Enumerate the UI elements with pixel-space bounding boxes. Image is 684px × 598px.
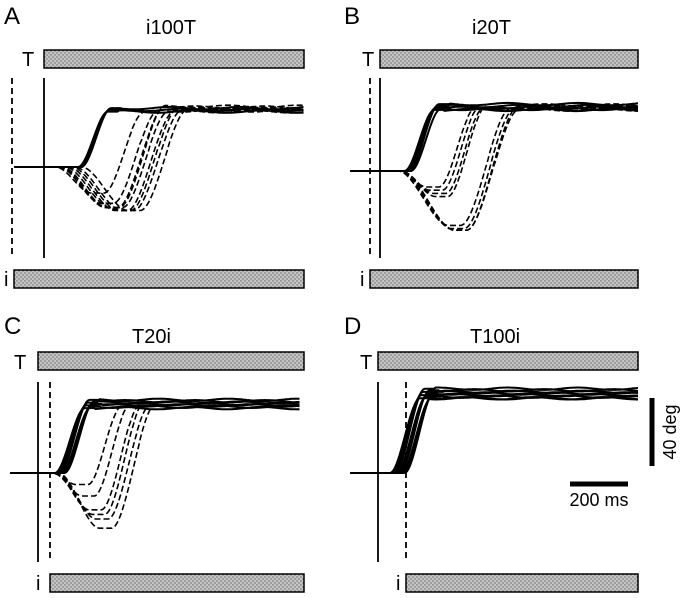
panel-d-target-bar-label: T — [360, 352, 372, 374]
panel-c: C T20i T i — [4, 313, 305, 595]
panel-a-letter: A — [4, 3, 20, 30]
panel-c-target-bar — [37, 351, 305, 371]
solid-trace — [350, 394, 638, 474]
solid-trace — [350, 391, 639, 474]
panel-a-inhibitory-bar — [13, 269, 305, 289]
horizontal-scale-label: 200 ms — [569, 490, 628, 510]
panel-d-title: T100i — [470, 326, 520, 348]
panel-c-letter: C — [4, 313, 21, 340]
solid-trace — [350, 396, 638, 474]
solid-trace — [10, 405, 300, 474]
dashed-trace — [350, 107, 638, 231]
dashed-trace — [350, 103, 639, 231]
panel-a-target-bar-label: T — [22, 49, 34, 71]
solid-trace — [10, 403, 300, 474]
solid-trace — [350, 388, 639, 474]
panel-b-inhibitory-bar — [369, 269, 639, 289]
solid-trace — [10, 404, 300, 474]
vertical-scale-label: 40 deg — [660, 404, 680, 459]
dashed-trace — [14, 109, 304, 212]
panel-a-traces — [14, 104, 304, 212]
dashed-trace — [10, 401, 300, 530]
panel-a-target-bar — [43, 49, 305, 69]
panel-b-traces — [350, 101, 639, 231]
panel-a: A i100T T i — [4, 3, 305, 291]
panel-c-title: T20i — [132, 326, 171, 348]
panel-c-inhibitory-bar-label: i — [36, 573, 40, 595]
panel-a-title: i100T — [146, 17, 196, 39]
panel-b-letter: B — [344, 3, 360, 30]
panel-d-letter: D — [344, 313, 361, 340]
panel-c-target-bar-label: T — [14, 352, 26, 374]
solid-trace — [350, 389, 639, 474]
dashed-trace — [10, 400, 300, 511]
solid-trace — [350, 389, 639, 474]
dashed-trace — [350, 107, 639, 188]
panel-b-target-bar — [379, 49, 639, 69]
panel-b-title: i20T — [472, 17, 511, 39]
solid-trace — [350, 392, 639, 474]
solid-trace — [350, 386, 639, 474]
solid-trace — [10, 400, 300, 474]
panel-d: D T100i T i 40 deg 200 ms — [344, 313, 680, 595]
panel-c-traces — [10, 397, 300, 530]
panel-b-inhibitory-bar-label: i — [360, 269, 364, 291]
panel-b: B i20T T i — [344, 3, 639, 291]
dashed-trace — [10, 404, 300, 520]
panel-d-target-bar — [377, 351, 639, 371]
solid-trace — [350, 392, 639, 474]
dashed-trace — [350, 104, 639, 195]
panel-c-inhibitory-bar — [49, 573, 305, 593]
panel-d-inhibitory-bar-label: i — [396, 573, 400, 595]
dashed-trace — [350, 105, 639, 230]
panel-a-inhibitory-bar-label: i — [4, 269, 8, 291]
solid-trace — [10, 401, 300, 474]
dashed-trace — [14, 107, 304, 212]
panel-b-target-bar-label: T — [362, 49, 374, 71]
dashed-trace — [14, 108, 304, 209]
panel-d-traces — [350, 386, 639, 474]
dashed-trace — [10, 397, 300, 516]
solid-trace — [350, 396, 639, 474]
dashed-trace — [14, 109, 304, 194]
dashed-trace — [350, 106, 638, 191]
solid-trace — [10, 398, 300, 474]
dashed-trace — [10, 403, 300, 497]
panel-d-inhibitory-bar — [405, 573, 639, 593]
